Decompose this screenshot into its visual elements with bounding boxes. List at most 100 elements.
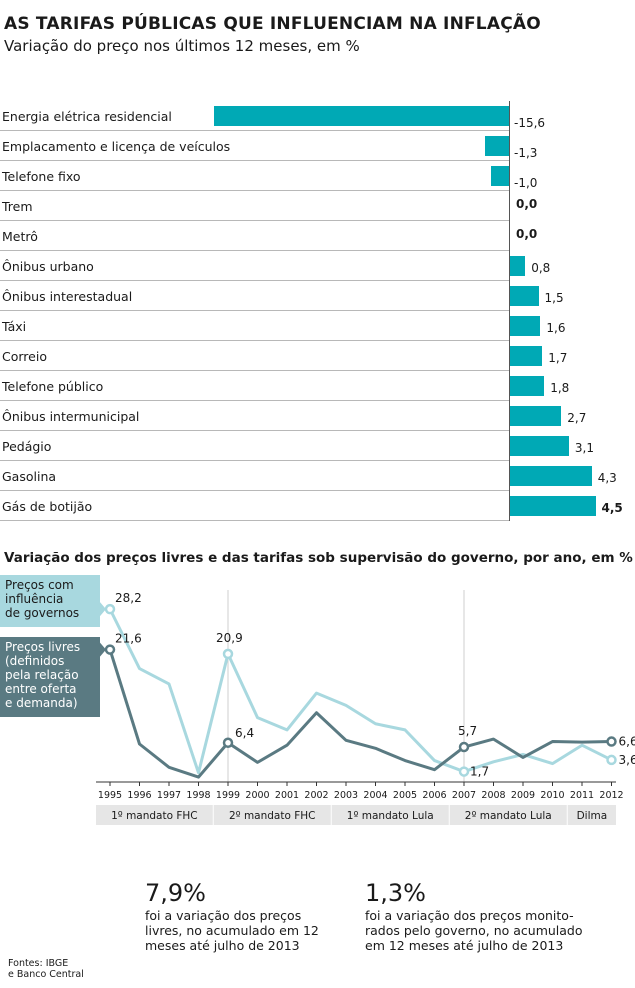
data-point-label: 6,6	[619, 735, 635, 749]
data-point-label: 5,7	[458, 724, 477, 738]
stat-monitored-prices: 1,3% foi a variação dos preços monito- r…	[365, 880, 583, 953]
bar-category-label: Gás de botijão	[2, 499, 93, 514]
bar-value-label: 1,6	[546, 321, 566, 335]
bar	[491, 166, 510, 186]
period-band	[567, 805, 616, 825]
bar-row: Telefone fixo -1,0	[0, 161, 635, 191]
legend-text: entre oferta	[5, 682, 77, 696]
x-tick-label: 2010	[540, 790, 564, 801]
bar-row: Emplacamento e licença de veículos -1,3	[0, 131, 635, 161]
bar-category-label: Energia elétrica residencial	[2, 109, 172, 124]
sources: Fontes: IBGE e Banco Central	[8, 958, 84, 980]
bar-value-label: 4,3	[597, 471, 617, 485]
bar-row: Gás de botijão 4,5	[0, 491, 635, 521]
x-tick-label: 1998	[186, 790, 210, 801]
period-label: 1º mandato Lula	[347, 810, 434, 822]
data-point-marker	[606, 754, 617, 766]
row-separator	[0, 190, 510, 191]
row-separator	[0, 280, 510, 281]
row-separator	[0, 340, 510, 341]
bar	[213, 106, 510, 126]
legend-text: Preços livres	[5, 640, 80, 654]
stat-free-prices-value: 7,9%	[145, 879, 206, 907]
x-tick-label: 2000	[245, 790, 269, 801]
legend-text: Preços com	[5, 578, 74, 592]
bar-category-label: Correio	[2, 349, 47, 364]
x-tick-label: 2012	[599, 790, 623, 801]
x-tick-label: 2006	[422, 790, 446, 801]
data-point-marker	[222, 737, 234, 749]
bar-category-label: Ônibus interestadual	[2, 289, 133, 304]
data-point-label: 28,2	[115, 591, 142, 605]
bar-row: Correio 1,7	[0, 341, 635, 371]
period-label: 2º mandato FHC	[229, 810, 316, 822]
data-point-marker	[222, 648, 234, 660]
row-separator	[0, 160, 510, 161]
data-point-marker	[458, 766, 470, 777]
x-tick-label: 2009	[511, 790, 535, 801]
period-label: 1º mandato FHC	[111, 810, 198, 822]
line-chart-title: Variação dos preços livres e das tarifas…	[4, 550, 633, 566]
x-tick-label: 1999	[216, 790, 240, 801]
legend-text: influência	[5, 592, 63, 606]
bar-value-label: 0,8	[531, 261, 551, 275]
bar-category-label: Telefone fixo	[2, 169, 81, 184]
bar	[485, 136, 510, 156]
chart-title: AS TARIFAS PÚBLICAS QUE INFLUENCIAM NA I…	[4, 14, 541, 34]
row-separator	[0, 250, 510, 251]
period-band	[96, 805, 213, 825]
bar	[510, 496, 596, 516]
row-separator	[0, 490, 510, 491]
legend-text: (definidos	[5, 654, 64, 668]
x-tick-label: 1997	[157, 790, 181, 801]
data-point-marker	[104, 644, 116, 655]
bar	[510, 316, 541, 336]
bar-value-label: 1,8	[550, 381, 570, 395]
bar-category-label: Trem	[2, 199, 33, 214]
data-point-label: 6,4	[235, 726, 254, 740]
data-point-label: 3,6	[619, 753, 635, 767]
period-label: 2º mandato Lula	[465, 810, 552, 822]
row-separator	[0, 430, 510, 431]
bar-value-label: 4,5	[601, 501, 623, 515]
bar	[510, 346, 543, 366]
bar-value-label: -1,3	[514, 146, 538, 160]
government-prices-line	[108, 608, 613, 775]
free-prices-line	[108, 649, 612, 779]
data-point-marker	[606, 736, 617, 747]
stat-free-prices: 7,9% foi a variação dos preços livres, n…	[145, 880, 319, 953]
bar-value-label: 2,7	[567, 411, 587, 425]
x-tick-label: 2005	[393, 790, 417, 801]
row-separator	[0, 370, 510, 371]
bar-row: Ônibus urbano 0,8	[0, 251, 635, 281]
legend-government-prices	[0, 575, 106, 627]
bar-value-label: 1,5	[544, 291, 564, 305]
legend-free-prices	[0, 637, 106, 717]
row-separator	[0, 220, 510, 221]
bar-row: Energia elétrica residencial -15,6	[0, 101, 635, 131]
bar-category-label: Táxi	[2, 319, 27, 334]
bar	[510, 256, 526, 276]
data-point-marker	[104, 603, 116, 615]
bar-row: Táxi 1,6	[0, 311, 635, 341]
period-label: Dilma	[577, 810, 608, 822]
price-line-chart: 1995 1996 1997 1998 1999 2000 2001 2002 2003 2004…	[0, 575, 635, 825]
bar-value-label: 0,0	[516, 197, 538, 211]
bar-value-label: 0,0	[516, 227, 538, 241]
bar	[510, 286, 539, 306]
x-tick-label: 1995	[98, 790, 122, 801]
bar-category-label: Telefone público	[2, 379, 104, 394]
bar-category-label: Gasolina	[2, 469, 57, 484]
data-point-label: 20,9	[216, 631, 243, 645]
x-tick-label: 2007	[452, 790, 476, 801]
bar-row: Pedágio 3,1	[0, 431, 635, 461]
row-separator	[0, 310, 510, 311]
data-point-marker	[458, 741, 470, 753]
bar-row: Gasolina 4,3	[0, 461, 635, 491]
bar-category-label: Emplacamento e licença de veículos	[2, 139, 231, 154]
legend-text: pela relação	[5, 668, 79, 682]
x-tick-label: 2002	[304, 790, 328, 801]
bar	[510, 406, 562, 426]
bar-value-label: -1,0	[514, 176, 538, 190]
bar-row: Ônibus interestadual 1,5	[0, 281, 635, 311]
